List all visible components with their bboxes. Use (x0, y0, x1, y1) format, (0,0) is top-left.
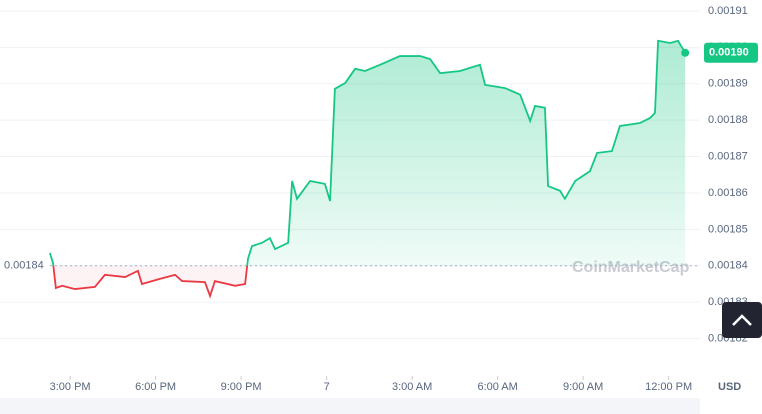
current-label-bg (704, 42, 758, 63)
price-line-up (49, 39, 686, 266)
y-tick-label: 0.00189 (708, 78, 748, 90)
price-line-down (52, 265, 249, 299)
baseline-label: 0.00184 (4, 260, 44, 272)
x-tick-label: 12:00 PM (645, 381, 692, 393)
y-tick-label: 0.00184 (708, 260, 748, 272)
y-tick-label: 0.00191 (708, 5, 748, 17)
x-tick-label: 6:00 AM (477, 381, 517, 393)
chevron-icon[interactable] (732, 314, 752, 326)
area-down (49, 265, 686, 296)
scroll-top-button[interactable] (722, 302, 762, 338)
navigator[interactable] (0, 398, 700, 414)
x-tick-label: 9:00 PM (221, 381, 262, 393)
x-tick-label: 6:00 PM (135, 381, 176, 393)
current-label: 0.00190 (709, 47, 749, 59)
y-tick-label: 0.00188 (708, 114, 748, 126)
y-tick-label: 0.00187 (708, 150, 748, 162)
x-tick-label: 3:00 AM (392, 381, 432, 393)
area-up (49, 40, 686, 266)
x-tick-label: 7 (324, 381, 330, 393)
y-tick-label: 0.00186 (708, 187, 748, 199)
y-tick-label: 0.00185 (708, 223, 748, 235)
baseline-label-bg (0, 256, 50, 275)
x-tick-label: 9:00 AM (563, 381, 603, 393)
current-dot (681, 48, 690, 57)
button-bg[interactable] (722, 302, 762, 338)
currency-label: USD (718, 381, 741, 393)
x-tick-label: 3:00 PM (50, 381, 91, 393)
